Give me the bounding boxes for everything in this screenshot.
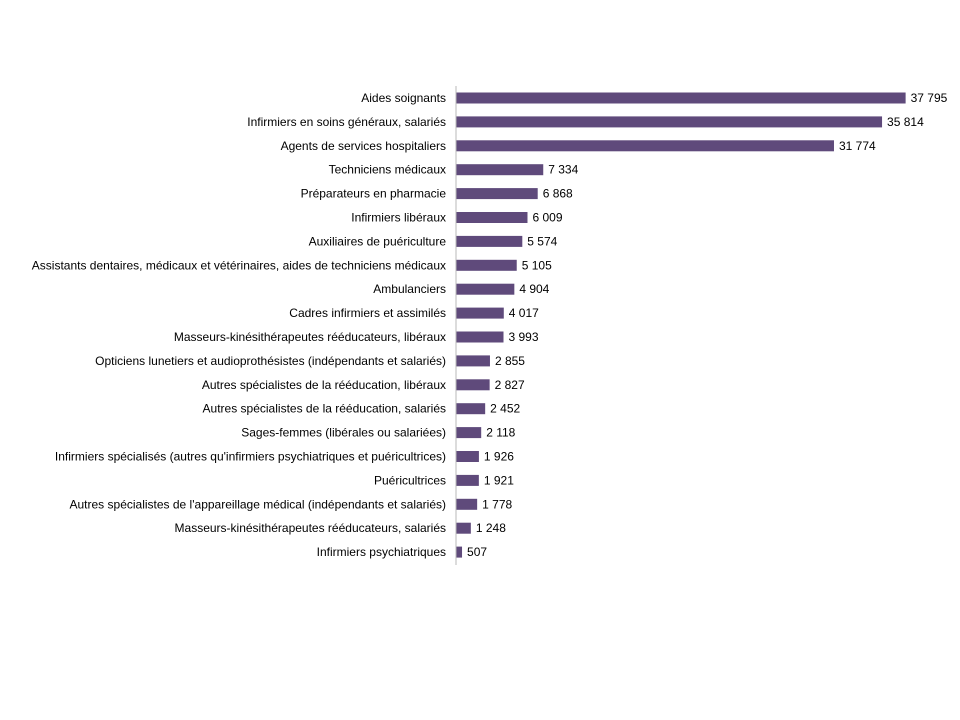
data-label: 5 574 xyxy=(527,234,557,248)
bar xyxy=(456,474,479,486)
bar xyxy=(456,331,504,343)
category-label: Infirmiers libéraux xyxy=(351,211,446,225)
category-label: Masseurs-kinésithérapeutes rééducateurs,… xyxy=(174,330,446,344)
data-label: 1 921 xyxy=(484,473,514,487)
data-label: 507 xyxy=(467,545,487,559)
bar xyxy=(456,283,515,295)
bar xyxy=(456,355,490,367)
bar xyxy=(456,235,523,247)
category-label: Autres spécialistes de l'appareillage mé… xyxy=(70,497,447,511)
category-label: Aides soignants xyxy=(361,91,446,105)
category-label: Préparateurs en pharmacie xyxy=(301,187,447,201)
category-label: Infirmiers en soins généraux, salariés xyxy=(247,115,446,129)
category-label: Ambulanciers xyxy=(373,282,446,296)
data-label: 3 993 xyxy=(509,330,539,344)
bar xyxy=(456,427,482,439)
bar xyxy=(456,188,538,200)
bar xyxy=(456,403,486,415)
data-label: 2 827 xyxy=(495,378,525,392)
category-label: Autres spécialistes de la rééducation, s… xyxy=(203,402,446,416)
data-label: 1 926 xyxy=(484,450,514,464)
category-label: Cadres infirmiers et assimilés xyxy=(289,306,446,320)
bars-layer xyxy=(456,92,906,558)
data-label: 2 855 xyxy=(495,354,525,368)
data-label: 1 248 xyxy=(476,521,506,535)
bar xyxy=(456,259,517,271)
data-label: 7 334 xyxy=(548,163,578,177)
bar xyxy=(456,92,906,104)
category-label: Masseurs-kinésithérapeutes rééducateurs,… xyxy=(175,521,446,535)
data-label: 6 868 xyxy=(543,187,573,201)
category-labels-layer: Aides soignants Infirmiers en soins génér… xyxy=(32,91,447,559)
data-label: 6 009 xyxy=(532,211,562,225)
category-label: Assistants dentaires, médicaux et vétéri… xyxy=(32,258,446,272)
bar xyxy=(456,140,834,152)
bar xyxy=(456,522,471,534)
data-label: 37 795 xyxy=(911,91,948,105)
value-labels-layer: 37 795 35 814 31 774 7 334 6 868 6 009 5 574 5 … xyxy=(467,91,948,559)
category-label: Autres spécialistes de la rééducation, l… xyxy=(202,378,446,392)
bar xyxy=(456,116,883,128)
category-label: Infirmiers psychiatriques xyxy=(317,545,446,559)
data-label: 5 105 xyxy=(522,258,552,272)
data-label: 4 017 xyxy=(509,306,539,320)
data-label: 4 904 xyxy=(519,282,549,296)
data-label: 2 452 xyxy=(490,402,520,416)
bar xyxy=(456,546,463,558)
category-label: Infirmiers spécialisés (autres qu'infirm… xyxy=(55,450,446,464)
bar xyxy=(456,379,490,391)
category-label: Agents de services hospitaliers xyxy=(281,139,446,153)
category-label: Opticiens lunetiers et audioprothésistes… xyxy=(95,354,446,368)
category-label: Techniciens médicaux xyxy=(329,163,446,177)
bar xyxy=(456,212,528,223)
bar xyxy=(456,498,478,510)
bar xyxy=(456,307,504,319)
data-label: 1 778 xyxy=(482,497,512,511)
category-label: Sages-femmes (libérales ou salariées) xyxy=(241,426,446,440)
data-label: 35 814 xyxy=(887,115,924,129)
bar xyxy=(456,451,479,462)
bar xyxy=(456,164,544,176)
category-label: Auxiliaires de puériculture xyxy=(309,234,447,248)
category-label: Puéricultrices xyxy=(374,473,446,487)
data-label: 31 774 xyxy=(839,139,876,153)
data-label: 2 118 xyxy=(486,426,515,440)
